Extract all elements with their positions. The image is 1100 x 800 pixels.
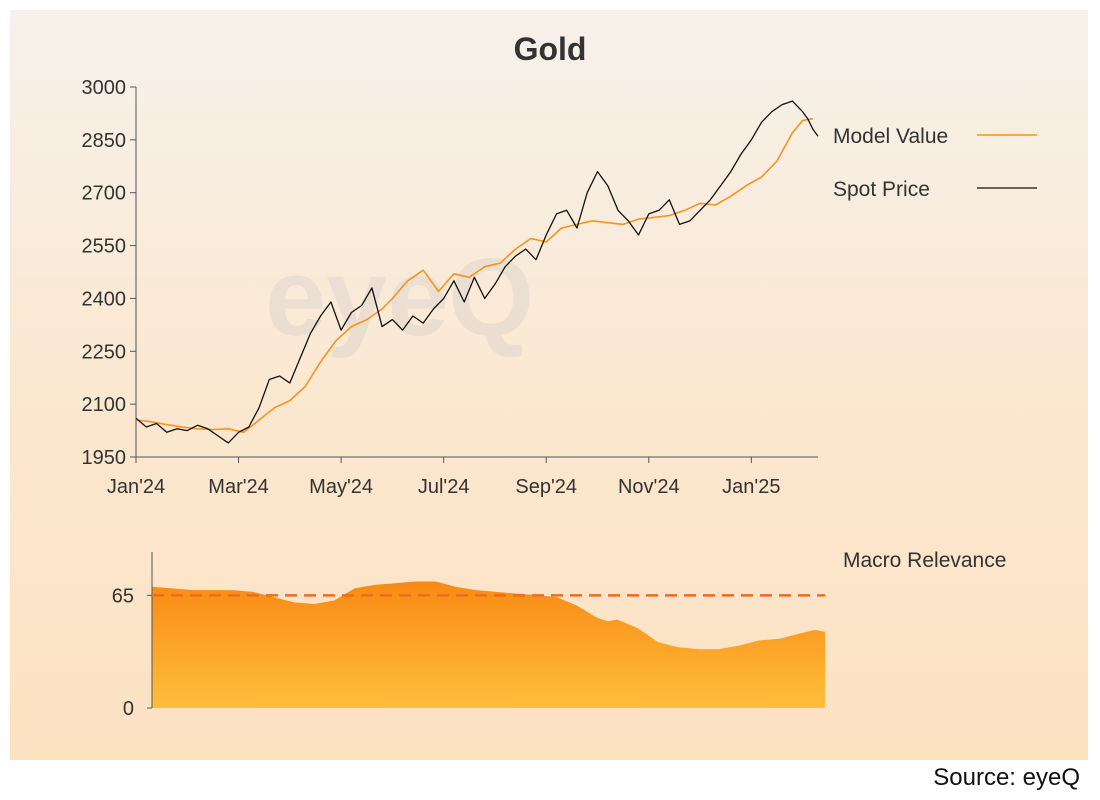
chart-svg: eyeQ Gold 1950 2100 2250 2400 2550 2700 2850 30… [82, 31, 1037, 720]
price-chart: 1950 2100 2250 2400 2550 2700 2850 3000 Jan'24 Ma… [82, 77, 819, 498]
y-tick-label: 2550 [82, 236, 127, 258]
y-tick-label: 2100 [82, 394, 127, 416]
x-tick-label: Mar'24 [208, 476, 269, 498]
x-tick-label: May'24 [309, 476, 373, 498]
x-tick-label: Jan'25 [722, 476, 780, 498]
sub-y-tick-label: 65 [112, 585, 134, 607]
legend: Model Value Spot Price [833, 125, 1037, 201]
chart-panel: eyeQ Gold 1950 2100 2250 2400 2550 2700 2850 30… [10, 10, 1088, 760]
series-line-model-value [135, 117, 814, 434]
y-tick-label: 2250 [82, 341, 127, 363]
legend-label-model-value: Model Value [833, 125, 948, 148]
x-tick-label: Jan'24 [107, 476, 165, 498]
legend-label-spot-price: Spot Price [833, 178, 930, 201]
macro-relevance-chart: 0 65 [112, 552, 825, 720]
series-line-spot-price [135, 100, 819, 444]
macro-relevance-area [152, 581, 825, 708]
watermark-logo: eyeQ [265, 236, 534, 359]
y-tick-label: 2850 [82, 130, 127, 152]
source-caption: Source: eyeQ [933, 764, 1080, 791]
chart-title: Gold [514, 31, 587, 67]
y-tick-label: 2700 [82, 183, 127, 205]
y-tick-label: 2400 [82, 288, 127, 310]
y-tick-label: 1950 [82, 447, 127, 469]
x-tick-label: Jul'24 [418, 476, 470, 498]
macro-relevance-title: Macro Relevance [843, 549, 1006, 572]
sub-y-tick-label: 0 [123, 698, 134, 720]
x-tick-label: Sep'24 [515, 476, 577, 498]
y-tick-label: 3000 [82, 77, 127, 99]
x-tick-label: Nov'24 [618, 476, 680, 498]
